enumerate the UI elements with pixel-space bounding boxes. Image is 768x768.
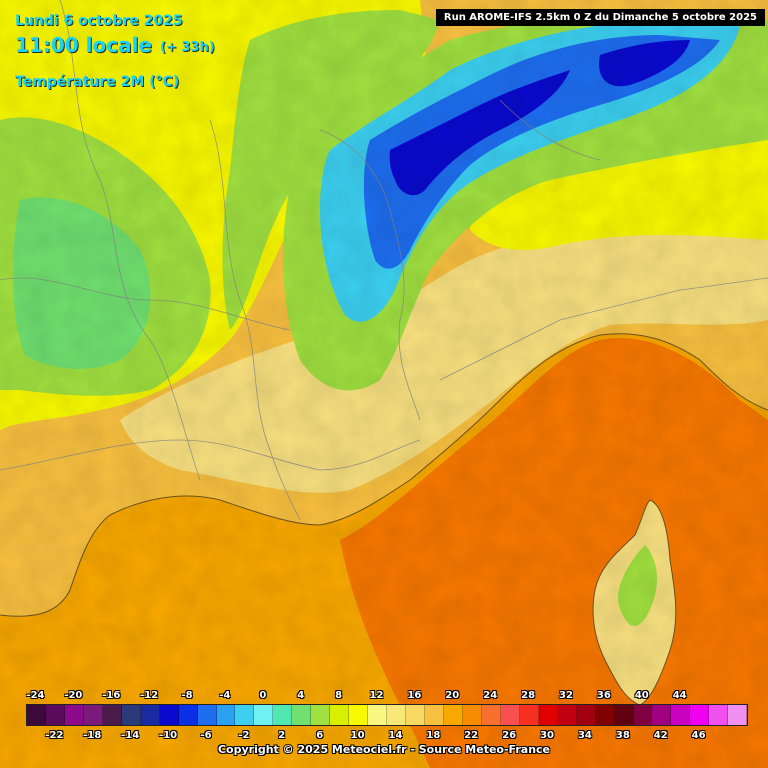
legend-swatch	[273, 705, 293, 725]
legend-swatch	[576, 705, 596, 725]
legend-swatch	[690, 705, 710, 725]
legend-swatch	[709, 705, 729, 725]
legend-label: 24	[483, 690, 498, 701]
forecast-offset: (+ 33h)	[160, 40, 215, 55]
legend-label: 14	[388, 730, 403, 741]
legend-swatch	[292, 705, 312, 725]
legend-label: -16	[102, 690, 121, 701]
legend-label: -24	[26, 690, 45, 701]
legend-swatch	[595, 705, 615, 725]
legend-swatch	[330, 705, 350, 725]
legend-swatch	[45, 705, 65, 725]
copyright: Copyright © 2025 Meteociel.fr - Source M…	[217, 743, 551, 756]
legend-swatch	[102, 705, 122, 725]
legend-label: 28	[521, 690, 536, 701]
legend-label: 0	[259, 690, 267, 701]
legend-label: -6	[200, 730, 212, 741]
admin-borders	[0, 0, 768, 521]
legend-label: 40	[634, 690, 649, 701]
legend-swatch	[500, 705, 520, 725]
legend-label: 10	[350, 730, 365, 741]
legend-swatch	[443, 705, 463, 725]
legend-swatch	[83, 705, 103, 725]
parameter-label: Température 2M (°C)	[15, 74, 180, 90]
legend-label: 20	[445, 690, 460, 701]
legend-swatch	[311, 705, 331, 725]
legend-swatch	[557, 705, 577, 725]
legend-label: 6	[316, 730, 324, 741]
legend-swatch	[178, 705, 198, 725]
legend-swatch	[27, 705, 46, 725]
legend-label: 44	[672, 690, 687, 701]
legend-label: 18	[426, 730, 441, 741]
legend-label: -20	[64, 690, 83, 701]
legend-label: 32	[559, 690, 573, 701]
forecast-date: Lundi 6 octobre 2025	[15, 13, 183, 29]
legend-swatch	[140, 705, 160, 725]
run-label: Run AROME-IFS 2.5km 0 Z du Dimanche 5 oc…	[435, 9, 765, 26]
legend-label: 34	[577, 730, 592, 741]
legend-label: 16	[407, 690, 422, 701]
legend-swatch	[254, 705, 274, 725]
legend-label: 42	[653, 730, 668, 741]
legend-swatch	[652, 705, 672, 725]
coastline	[0, 333, 768, 617]
legend-swatch	[197, 705, 217, 725]
legend-swatch	[216, 705, 236, 725]
legend-swatch	[462, 705, 482, 725]
legend-label: -22	[45, 730, 64, 741]
legend-swatch	[538, 705, 558, 725]
legend-swatch	[519, 705, 539, 725]
legend-swatch	[64, 705, 84, 725]
legend-swatch	[671, 705, 691, 725]
legend-swatch	[614, 705, 634, 725]
legend-label: -18	[83, 730, 102, 741]
legend-swatch	[481, 705, 501, 725]
legend-label: 30	[540, 730, 555, 741]
legend-swatch	[235, 705, 255, 725]
legend-label: 22	[464, 730, 479, 741]
legend-swatch	[633, 705, 653, 725]
legend-swatch	[387, 705, 407, 725]
legend-label: 36	[596, 690, 611, 701]
legend-label: -8	[181, 690, 193, 701]
legend-swatch	[159, 705, 179, 725]
legend-swatch	[425, 705, 444, 725]
legend-label: -14	[121, 730, 140, 741]
legend-label: 12	[369, 690, 384, 701]
legend-swatch	[349, 705, 369, 725]
legend-label: 46	[691, 730, 706, 741]
forecast-time: 11:00 locale	[15, 33, 152, 57]
color-legend	[26, 704, 748, 726]
legend-label: -10	[159, 730, 178, 741]
legend-swatch	[368, 705, 388, 725]
legend-label: -12	[140, 690, 159, 701]
legend-label: -4	[219, 690, 231, 701]
legend-swatch	[121, 705, 141, 725]
legend-label: 26	[502, 730, 517, 741]
legend-swatch	[728, 705, 748, 725]
corsica-coastline	[592, 499, 677, 706]
legend-label: 38	[615, 730, 630, 741]
legend-label: 8	[335, 690, 343, 701]
legend-swatch	[406, 705, 426, 725]
legend-label: 2	[278, 730, 286, 741]
legend-label: 4	[297, 690, 305, 701]
legend-label: -2	[238, 730, 250, 741]
